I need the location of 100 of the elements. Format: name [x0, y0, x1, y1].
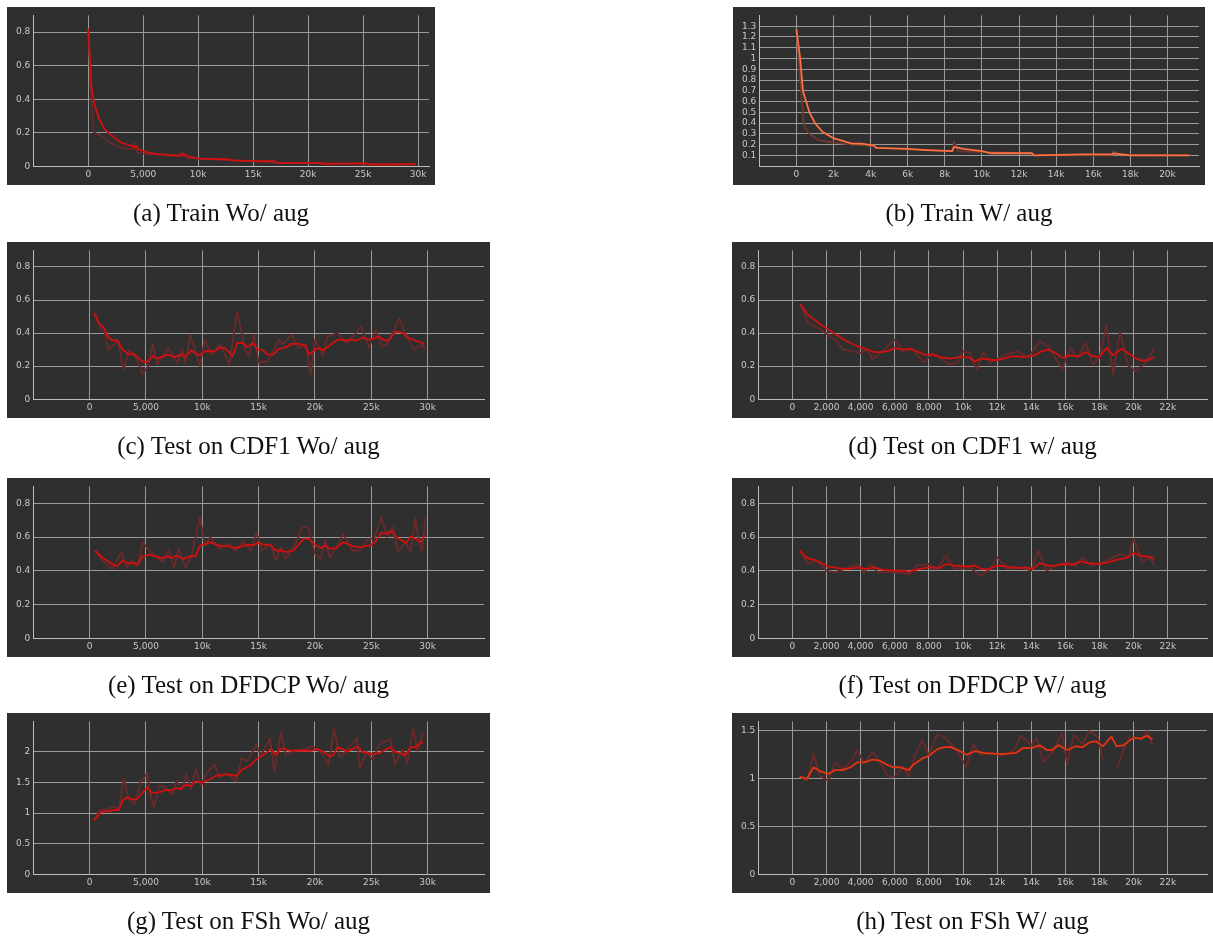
x-tick-label: 20k	[1159, 168, 1177, 179]
x-tick-label: 8,000	[916, 876, 943, 887]
y-tick-label: 0.5	[15, 837, 31, 848]
y-tick-label: 0.6	[15, 60, 31, 71]
x-tick-label: 20k	[306, 640, 325, 651]
y-tick-label: 0.6	[15, 294, 31, 305]
x-tick-label: 5,000	[133, 876, 160, 887]
y-tick-label: 0.2	[15, 127, 31, 138]
x-tick-label: 0	[85, 168, 92, 179]
x-tick-label: 10k	[954, 876, 973, 887]
x-tick-label: 5,000	[133, 640, 160, 651]
x-tick-label: 0	[793, 168, 800, 179]
x-tick-label: 14k	[1022, 876, 1041, 887]
x-tick-label: 5,000	[133, 401, 160, 412]
y-tick-label: 0.4	[740, 565, 756, 576]
x-tick-label: 10k	[193, 401, 212, 412]
x-tick-label: 2,000	[813, 401, 840, 412]
x-tick-label: 30k	[409, 168, 428, 179]
x-tick-label: 12k	[988, 876, 1007, 887]
y-tick-label: 2	[24, 746, 31, 757]
text: (d) Test on CDF1 w/ aug	[847, 432, 1098, 460]
y-tick-label: 0	[24, 160, 31, 171]
y-tick-label: 0.4	[15, 93, 31, 104]
y-tick-label: 0.3	[741, 128, 757, 139]
x-tick-label: 16k	[1057, 640, 1075, 651]
x-tick-label: 4,000	[847, 401, 874, 412]
x-tick-label: 12k	[1010, 168, 1029, 179]
x-tick-label: 8k	[939, 168, 952, 179]
x-tick-label: 6,000	[881, 401, 908, 412]
x-tick-label: 16k	[1057, 876, 1075, 887]
y-tick-label: 0.2	[740, 598, 756, 609]
x-tick-label: 18k	[1122, 168, 1140, 179]
y-tick-label: 1.2	[741, 31, 757, 42]
x-tick-label: 18k	[1091, 401, 1109, 412]
x-tick-label: 10k	[189, 168, 208, 179]
text: (c) Test on CDF1 Wo/ aug	[116, 432, 381, 460]
x-tick-label: 20k	[1125, 401, 1143, 412]
y-tick-label: 0.8	[15, 261, 31, 272]
text: (g) Test on FSh Wo/ aug	[125, 907, 372, 935]
y-tick-label: 0	[24, 868, 31, 879]
x-tick-label: 18k	[1091, 640, 1109, 651]
text: (a) Train Wo/ aug	[132, 199, 310, 227]
x-tick-label: 0	[86, 640, 93, 651]
y-tick-label: 0	[749, 868, 756, 879]
y-tick-label: 0.6	[740, 294, 756, 305]
y-tick-label: 0.4	[740, 327, 756, 338]
x-tick-label: 15k	[244, 168, 263, 179]
x-tick-label: 20k	[306, 876, 325, 887]
x-tick-label: 16k	[1084, 168, 1103, 179]
y-tick-label: 1.3	[741, 20, 757, 31]
y-tick-label: 0.4	[15, 327, 31, 338]
y-tick-label: 1.5	[15, 776, 31, 787]
text: (h) Test on FSh W/ aug	[855, 907, 1090, 935]
x-tick-label: 22k	[1159, 876, 1177, 887]
text: (b) Train W/ aug	[884, 199, 1054, 227]
x-tick-label: 20k	[1125, 876, 1143, 887]
x-tick-label: 20k	[306, 401, 325, 412]
x-tick-label: 10k	[954, 401, 973, 412]
x-tick-label: 6,000	[881, 640, 908, 651]
y-tick-label: 0	[749, 632, 756, 643]
y-tick-label: 0.8	[15, 26, 31, 37]
y-tick-label: 0.2	[741, 139, 757, 149]
x-tick-label: 15k	[250, 876, 268, 887]
x-tick-label: 2k	[828, 168, 840, 179]
x-tick-label: 14k	[1022, 640, 1041, 651]
x-tick-label: 0	[789, 640, 796, 651]
x-tick-label: 8,000	[916, 640, 943, 651]
y-tick-label: 1.5	[740, 725, 756, 736]
x-tick-label: 25k	[354, 168, 373, 179]
x-tick-label: 4,000	[847, 640, 874, 651]
x-tick-label: 10k	[193, 640, 212, 651]
y-tick-label: 0.6	[741, 95, 757, 106]
x-tick-label: 5,000	[130, 168, 157, 179]
x-tick-label: 0	[789, 876, 796, 887]
x-tick-label: 8,000	[916, 401, 943, 412]
x-tick-label: 2,000	[813, 640, 840, 651]
x-tick-label: 30k	[419, 640, 437, 651]
y-tick-label: 0.4	[15, 565, 31, 576]
x-tick-label: 14k	[1022, 401, 1041, 412]
y-tick-label: 0.1	[741, 149, 757, 160]
y-tick-label: 0.2	[15, 360, 31, 371]
y-tick-label: 1	[749, 773, 756, 784]
y-tick-label: 0.8	[740, 261, 756, 272]
x-tick-label: 20k	[1125, 640, 1143, 651]
y-tick-label: 0.6	[15, 531, 31, 542]
x-tick-label: 2,000	[813, 876, 840, 887]
text: (f) Test on DFDCP W/ aug	[837, 671, 1108, 699]
x-tick-label: 0	[86, 401, 93, 412]
x-tick-label: 12k	[988, 401, 1007, 412]
x-tick-label: 0	[789, 401, 796, 412]
y-tick-label: 0.8	[15, 497, 31, 508]
x-tick-label: 4,000	[847, 876, 874, 887]
x-tick-label: 12k	[988, 640, 1007, 651]
y-tick-label: 0.2	[15, 598, 31, 609]
x-tick-label: 10k	[954, 640, 973, 651]
x-tick-label: 25k	[362, 876, 381, 887]
x-tick-label: 30k	[419, 401, 437, 412]
x-tick-label: 4k	[865, 168, 877, 179]
x-tick-label: 15k	[250, 640, 268, 651]
y-tick-label: 0.4	[741, 117, 757, 128]
